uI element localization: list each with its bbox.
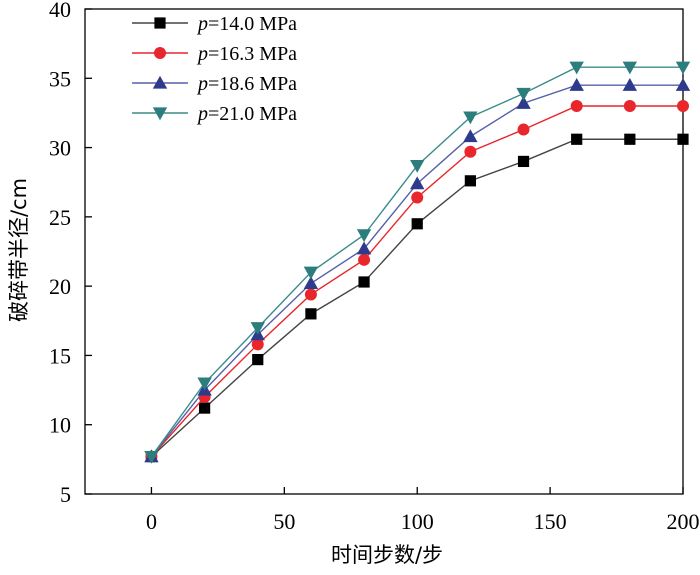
- x-tick-label: 0: [146, 509, 157, 534]
- series-1: [145, 133, 689, 463]
- x-tick-label: 100: [401, 509, 434, 534]
- series-4: [144, 61, 691, 464]
- data-point: [199, 402, 211, 414]
- series-2: [145, 100, 689, 463]
- data-point: [252, 353, 264, 366]
- data-point: [677, 100, 689, 112]
- legend-item: p=14.0 MPa: [132, 13, 297, 35]
- legend-item: p=21.0 MPa: [132, 103, 297, 125]
- data-point: [677, 133, 689, 145]
- data-point: [410, 176, 425, 190]
- legend-item: p=18.6 MPa: [132, 73, 297, 95]
- data-point: [250, 322, 265, 335]
- data-point: [463, 129, 478, 143]
- data-point: [464, 175, 476, 187]
- legend-label: p=21.0 MPa: [196, 103, 297, 125]
- series-3: [144, 78, 691, 463]
- data-point: [569, 78, 584, 91]
- legend-label: p=16.3 MPa: [196, 43, 297, 65]
- y-tick-label: 15: [49, 343, 71, 368]
- y-tick-label: 30: [49, 136, 71, 161]
- data-point: [516, 96, 531, 109]
- data-point: [144, 450, 159, 464]
- data-point: [305, 308, 317, 320]
- legend: p=14.0 MPa p=16.3 MPa p=18.6 MPa p=21.0 MPa: [132, 13, 297, 125]
- legend-marker: [152, 107, 168, 121]
- data-point: [675, 61, 691, 75]
- data-point: [569, 61, 584, 75]
- data-point: [516, 87, 531, 101]
- y-tick-label: 20: [49, 274, 71, 299]
- x-axis-title: 时间步数/步: [331, 543, 443, 567]
- data-point: [303, 276, 319, 289]
- data-point: [517, 123, 530, 136]
- data-point: [358, 276, 370, 288]
- legend-marker: [154, 47, 166, 59]
- y-tick-label: 5: [60, 482, 71, 507]
- y-tick-label: 35: [49, 66, 71, 91]
- data-point: [624, 133, 636, 145]
- data-point: [463, 111, 478, 125]
- data-point: [571, 133, 583, 145]
- data-point: [197, 377, 212, 391]
- y-axis-title: 破碎带半径/cm: [7, 178, 31, 322]
- data-point: [304, 288, 317, 301]
- y-tick-label: 40: [49, 0, 71, 22]
- data-point: [675, 78, 691, 91]
- data-point: [356, 229, 372, 243]
- data-point: [623, 100, 636, 112]
- data-point: [303, 266, 319, 280]
- series-line: [150, 105, 683, 458]
- data-point: [622, 61, 638, 75]
- data-point: [570, 100, 583, 112]
- series-line: [150, 66, 683, 457]
- legend-marker: [154, 17, 166, 29]
- data-point: [411, 218, 423, 230]
- x-tick-label: 200: [667, 509, 700, 534]
- legend-label: p=18.6 MPa: [196, 73, 297, 95]
- x-tick-label: 150: [534, 509, 567, 534]
- data-point: [517, 155, 530, 168]
- legend-item: p=16.3 MPa: [132, 43, 297, 65]
- y-tick-label: 25: [49, 205, 71, 230]
- plot-frame: [84, 8, 684, 495]
- data-point: [411, 191, 424, 204]
- x-tick-label: 50: [273, 509, 295, 534]
- series-group: [144, 61, 691, 464]
- data-point: [464, 145, 477, 158]
- series-line: [150, 84, 683, 458]
- axes: 0 50 100 150 200 5 10 15 20 25 30 35 40: [49, 0, 700, 534]
- data-point: [358, 253, 371, 266]
- y-tick-label: 10: [49, 413, 71, 438]
- legend-label: p=14.0 MPa: [196, 13, 297, 35]
- data-point: [251, 338, 264, 351]
- data-point: [622, 78, 638, 91]
- legend-marker: [152, 75, 168, 89]
- data-point: [356, 241, 372, 255]
- data-point: [410, 159, 425, 173]
